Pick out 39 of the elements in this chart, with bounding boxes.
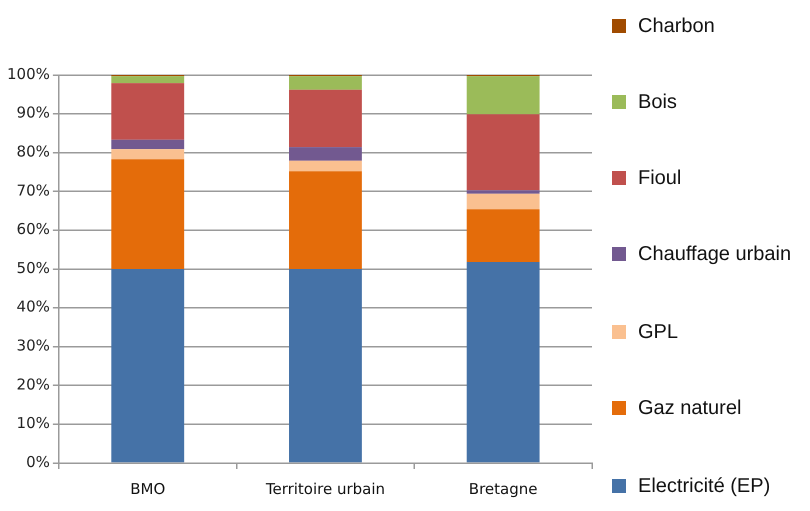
bar bbox=[466, 114, 540, 190]
bar bbox=[289, 160, 362, 172]
y-tick-label: 100% bbox=[6, 64, 50, 83]
bar bbox=[111, 269, 184, 462]
y-tick-label: 90% bbox=[16, 104, 50, 122]
legend-label: Electricité (EP) bbox=[638, 474, 770, 499]
bar bbox=[466, 194, 540, 210]
bar bbox=[111, 76, 184, 84]
bar bbox=[289, 90, 362, 148]
y-tick-label: 50% bbox=[16, 258, 50, 277]
bar bbox=[289, 76, 362, 90]
y-tick-label: 60% bbox=[16, 220, 50, 238]
y-tick-label: 10% bbox=[16, 414, 50, 432]
y-tick-label: 30% bbox=[16, 336, 50, 354]
bar bbox=[289, 269, 362, 462]
bar bbox=[466, 76, 540, 114]
y-tick-label: 70% bbox=[16, 181, 50, 200]
y-tick-label: 80% bbox=[16, 142, 50, 160]
legend-label: Gaz naturel bbox=[638, 396, 742, 421]
x-tick-label: Bretagne bbox=[468, 480, 538, 498]
bar bbox=[466, 190, 540, 194]
legend-label: GPL bbox=[638, 320, 678, 345]
legend-label: Chauffage urbain bbox=[638, 242, 792, 267]
legend-label: Charbon bbox=[638, 14, 715, 39]
bar bbox=[111, 83, 184, 140]
bar bbox=[466, 262, 540, 462]
bar bbox=[289, 171, 362, 269]
y-tick-label: 20% bbox=[16, 375, 50, 394]
x-tick-label: BMO bbox=[130, 480, 166, 498]
y-tick-label: 40% bbox=[16, 298, 50, 316]
bar bbox=[111, 159, 184, 269]
bar bbox=[466, 209, 540, 262]
bar bbox=[289, 147, 362, 161]
legend-label: Fioul bbox=[638, 166, 682, 191]
y-tick-label: 0% bbox=[26, 452, 50, 471]
bar bbox=[111, 149, 184, 160]
legend-label: Bois bbox=[638, 90, 677, 115]
x-tick-label: Territoire urbain bbox=[264, 480, 386, 498]
bar bbox=[111, 140, 184, 150]
